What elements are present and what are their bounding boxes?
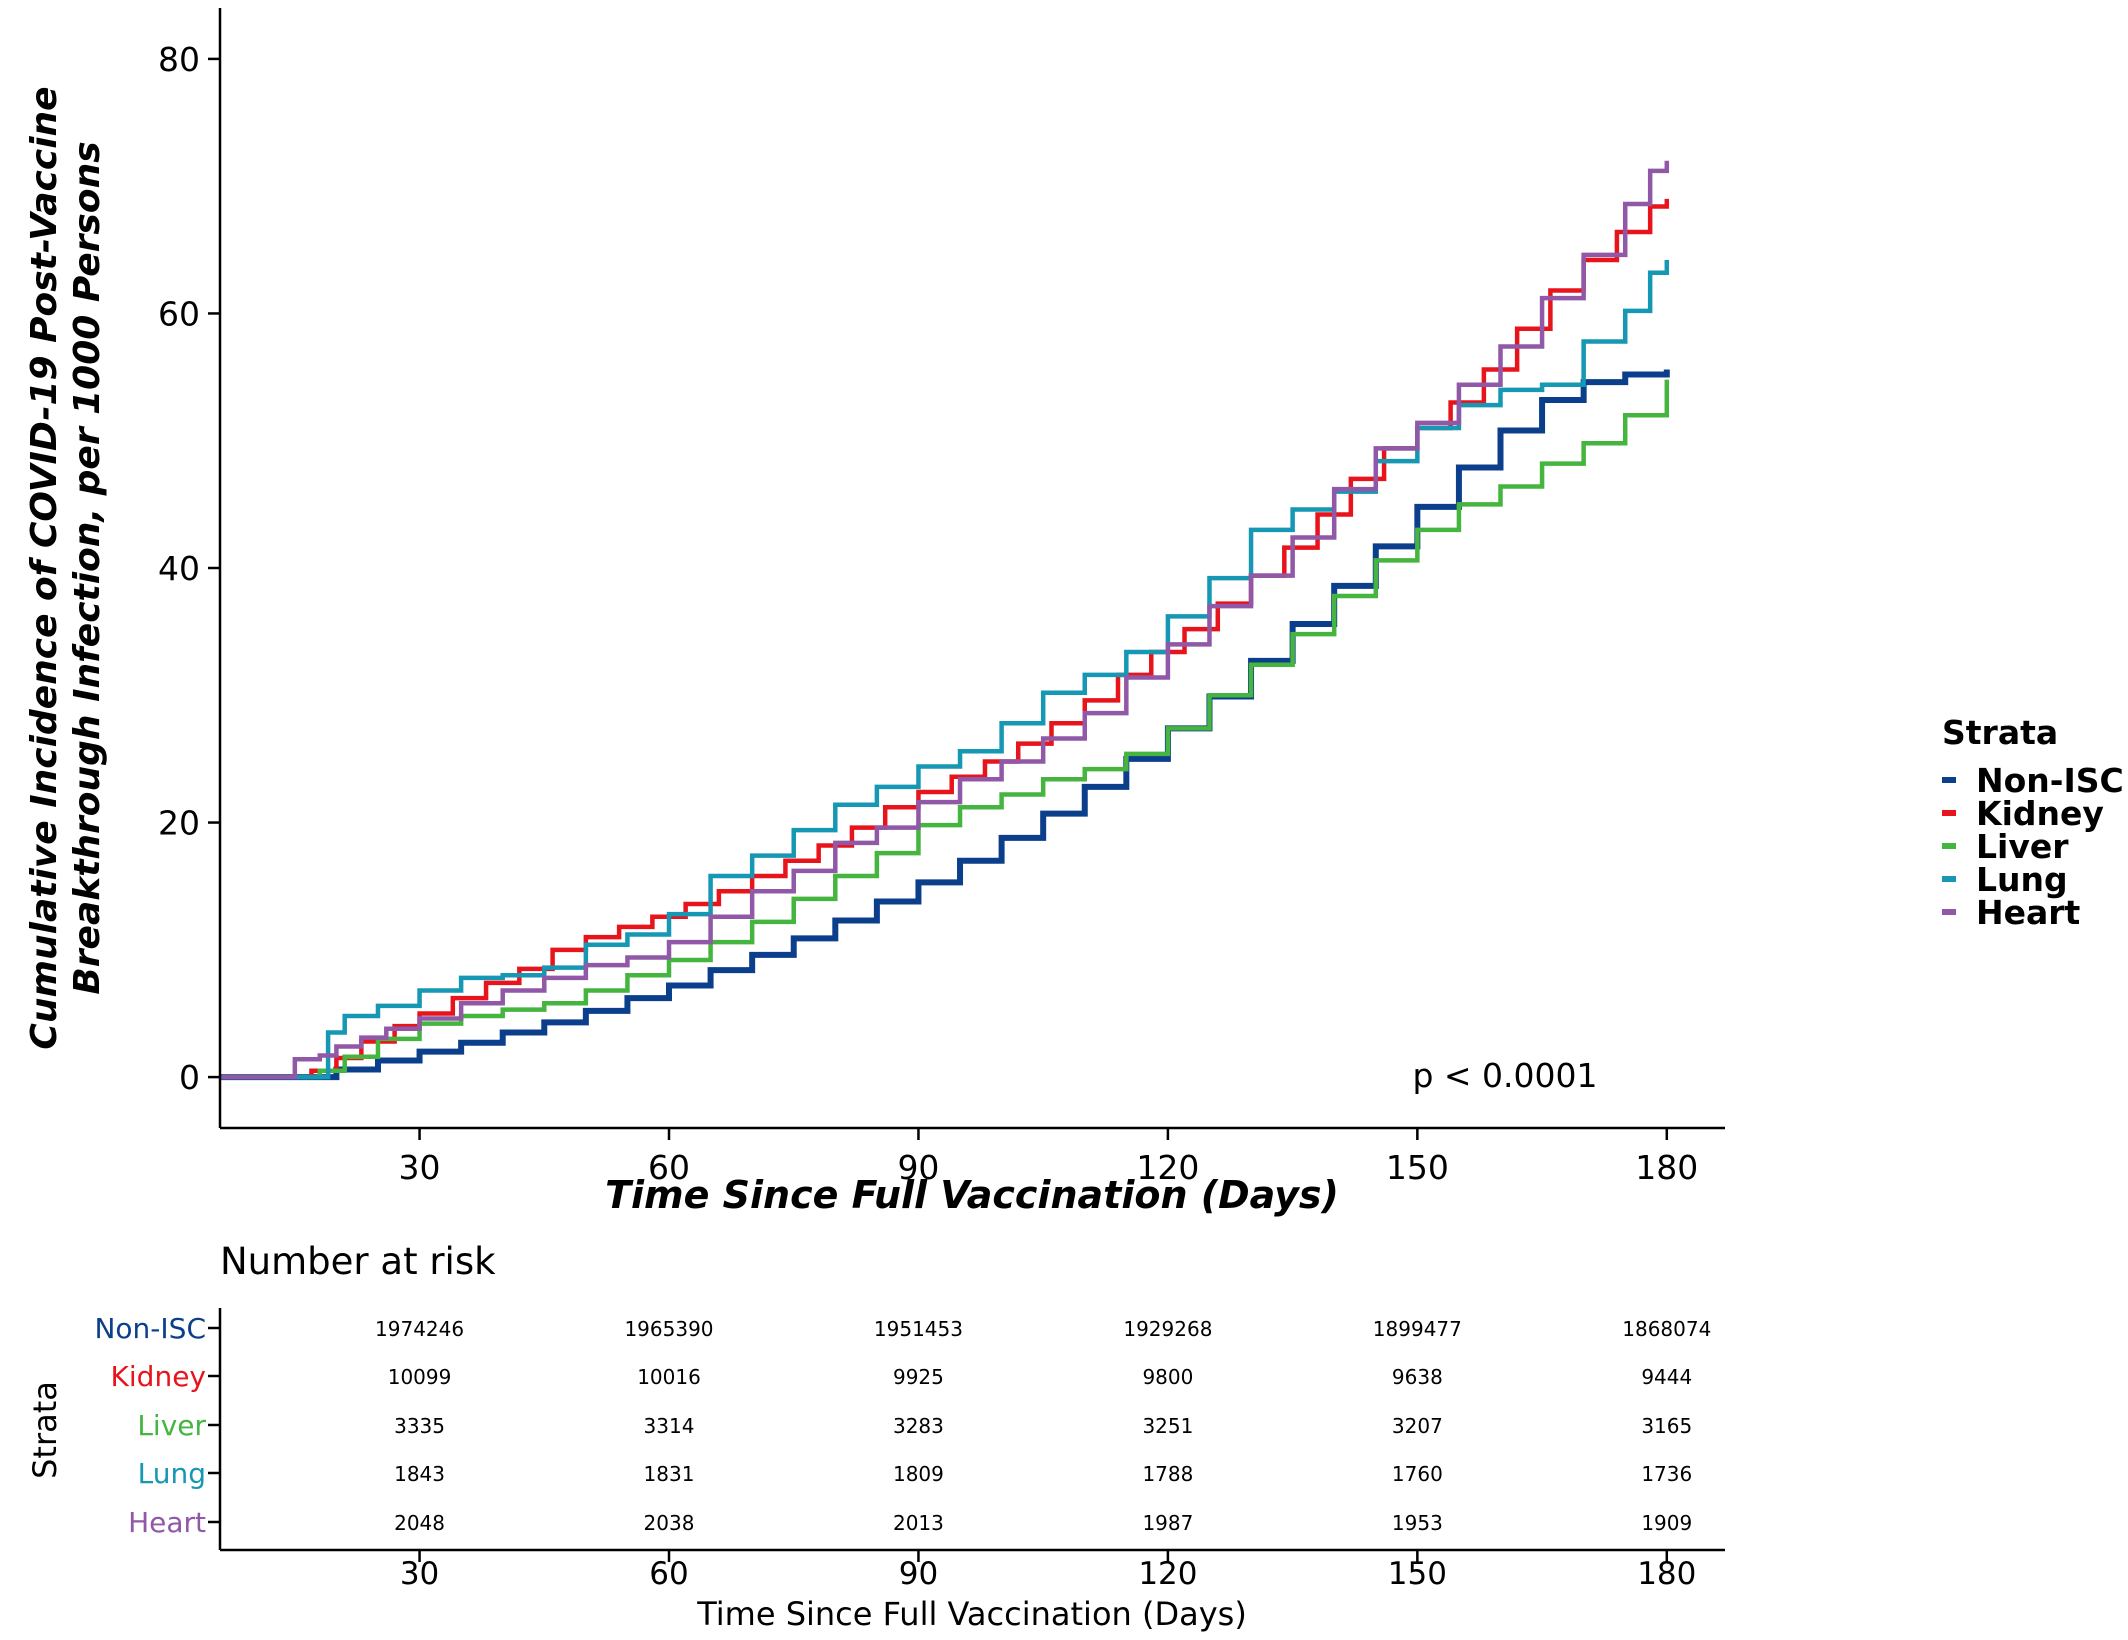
risk-cell: 3165 bbox=[1641, 1414, 1692, 1438]
risk-cell: 9638 bbox=[1392, 1365, 1443, 1389]
risk-x-tick-label: 180 bbox=[1637, 1556, 1696, 1592]
legend-label-kidney: Kidney bbox=[1976, 794, 2104, 833]
y-ticks: 0 20 40 60 80 bbox=[158, 40, 220, 1097]
x-axis-title: Time Since Full Vaccination (Days) bbox=[605, 1173, 1339, 1217]
legend-label-liver: Liver bbox=[1976, 827, 2069, 866]
risk-cell: 1788 bbox=[1142, 1462, 1193, 1486]
series-line-lung bbox=[220, 260, 1670, 1080]
risk-x-tick-label: 30 bbox=[400, 1556, 439, 1592]
x-tick-label: 120 bbox=[1136, 1148, 1199, 1187]
risk-x-tick-label: 150 bbox=[1388, 1556, 1447, 1592]
series-line-kidney bbox=[220, 198, 1670, 1080]
risk-table-rows: Non-ISC 1974246 1965390 1951453 1929268 18994… bbox=[94, 1312, 1711, 1539]
risk-row-label-non-isc: Non-ISC bbox=[94, 1312, 206, 1345]
risk-table-y-axis-title: Strata bbox=[26, 1381, 64, 1479]
risk-x-tick-label: 90 bbox=[899, 1556, 938, 1592]
series-line-heart bbox=[220, 160, 1670, 1080]
y-axis-title: Cumulative Incidence of COVID-19 Post-Va… bbox=[24, 86, 108, 1049]
legend-label-non-isc: Non-ISC bbox=[1976, 761, 2124, 800]
risk-cell: 1953 bbox=[1392, 1511, 1443, 1535]
risk-row-label-lung: Lung bbox=[138, 1457, 206, 1490]
y-tick-label: 40 bbox=[158, 549, 200, 588]
p-value-annotation: p < 0.0001 bbox=[1412, 1056, 1597, 1095]
x-tick-label: 150 bbox=[1386, 1148, 1449, 1187]
risk-cell: 1899477 bbox=[1373, 1317, 1462, 1341]
risk-cell: 1974246 bbox=[375, 1317, 464, 1341]
risk-cell: 1760 bbox=[1392, 1462, 1443, 1486]
risk-cell: 1965390 bbox=[624, 1317, 713, 1341]
legend-label-heart: Heart bbox=[1976, 893, 2081, 932]
series-line-non-isc bbox=[220, 369, 1670, 1081]
risk-x-tick-label: 60 bbox=[649, 1556, 688, 1592]
risk-cell: 3251 bbox=[1142, 1414, 1193, 1438]
risk-x-tick-label: 120 bbox=[1138, 1556, 1197, 1592]
risk-cell: 9800 bbox=[1142, 1365, 1193, 1389]
risk-cell: 10016 bbox=[637, 1365, 701, 1389]
risk-row-label-kidney: Kidney bbox=[111, 1360, 206, 1393]
x-tick-label: 30 bbox=[399, 1148, 441, 1187]
y-axis-title-line-2: Breakthrough Infection, per 1000 Persons bbox=[67, 141, 108, 994]
risk-cell: 1868074 bbox=[1622, 1317, 1711, 1341]
risk-table: Number at risk Non-ISC 1974246 1965390 1951… bbox=[26, 1240, 1725, 1633]
x-tick-label: 90 bbox=[897, 1148, 939, 1187]
risk-cell: 3314 bbox=[644, 1414, 695, 1438]
series-line-liver bbox=[220, 379, 1670, 1080]
risk-cell: 10099 bbox=[388, 1365, 452, 1389]
risk-cell: 1831 bbox=[644, 1462, 695, 1486]
risk-cell: 3335 bbox=[394, 1414, 445, 1438]
risk-cell: 1987 bbox=[1142, 1511, 1193, 1535]
risk-cell: 1736 bbox=[1641, 1462, 1692, 1486]
risk-cell: 3207 bbox=[1392, 1414, 1443, 1438]
risk-cell: 1909 bbox=[1641, 1511, 1692, 1535]
risk-cell: 1809 bbox=[893, 1462, 944, 1486]
risk-cell: 2048 bbox=[394, 1511, 445, 1535]
risk-cell: 2038 bbox=[644, 1511, 695, 1535]
x-tick-label: 180 bbox=[1635, 1148, 1698, 1187]
y-tick-label: 60 bbox=[158, 294, 200, 333]
legend-label-lung: Lung bbox=[1976, 860, 2068, 899]
risk-table-x-axis-title: Time Since Full Vaccination (Days) bbox=[696, 1595, 1247, 1633]
main-plot: 0 20 40 60 80 30 60 90 120 150 180 p < 0.0001 Tim… bbox=[24, 8, 1725, 1217]
y-tick-label: 20 bbox=[158, 804, 200, 843]
legend-title: Strata bbox=[1942, 713, 2058, 752]
main-plot-lines bbox=[220, 160, 1670, 1081]
risk-cell: 9925 bbox=[893, 1365, 944, 1389]
y-tick-label: 80 bbox=[158, 40, 200, 79]
y-tick-label: 0 bbox=[179, 1058, 200, 1097]
risk-cell: 1929268 bbox=[1123, 1317, 1212, 1341]
risk-row-label-liver: Liver bbox=[137, 1409, 206, 1442]
risk-cell: 2013 bbox=[893, 1511, 944, 1535]
risk-row-label-heart: Heart bbox=[128, 1506, 206, 1539]
risk-cell: 9444 bbox=[1641, 1365, 1692, 1389]
x-tick-label: 60 bbox=[648, 1148, 690, 1187]
risk-table-title: Number at risk bbox=[220, 1240, 496, 1283]
risk-cell: 3283 bbox=[893, 1414, 944, 1438]
risk-cell: 1951453 bbox=[874, 1317, 963, 1341]
x-ticks: 30 60 90 120 150 180 bbox=[399, 1128, 1698, 1187]
risk-cell: 1843 bbox=[394, 1462, 445, 1486]
risk-table-x-ticks: 30 60 90 120 150 180 bbox=[400, 1550, 1696, 1592]
y-axis-title-line-1: Cumulative Incidence of COVID-19 Post-Va… bbox=[24, 86, 65, 1049]
